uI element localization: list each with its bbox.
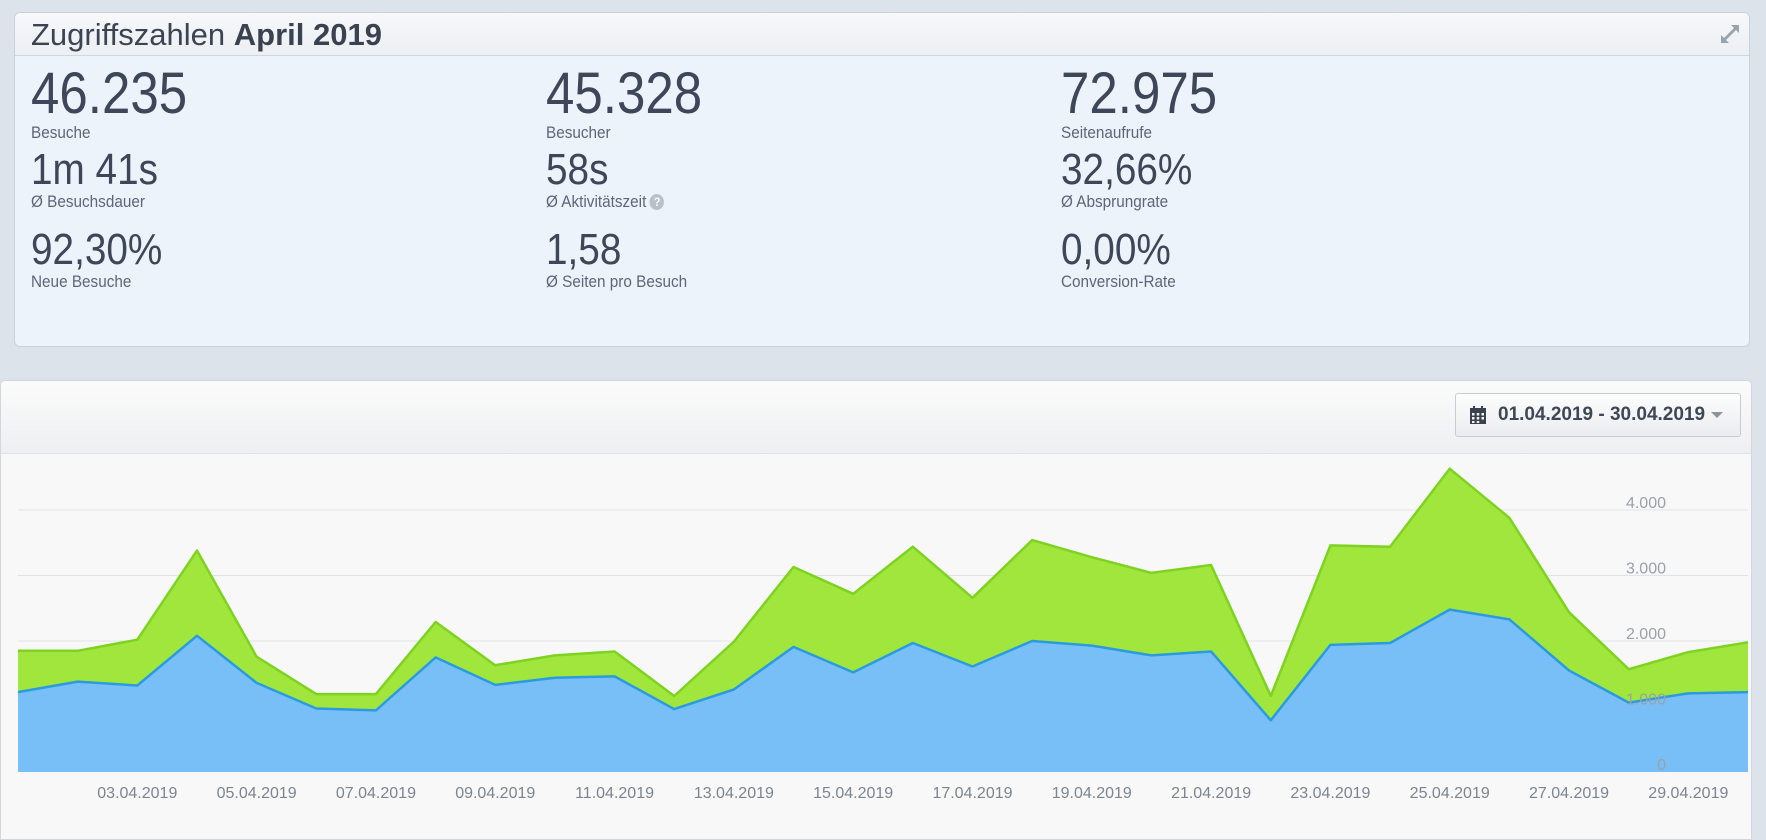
- kpi-pages-per-visit: 1,58 Ø Seiten pro Besuch: [546, 228, 703, 292]
- x-tick-label: 29.04.2019: [1648, 785, 1728, 802]
- y-tick-label: 2.000: [1626, 626, 1666, 643]
- kpi-visits-value: 46.235: [31, 61, 188, 126]
- kpi-visits-label: Besuche: [31, 123, 91, 142]
- summary-panel: Zugriffszahlen April 2019 46.235 Besuche…: [14, 12, 1750, 347]
- x-axis: 03.04.2019 05.04.2019 07.04.2019 09.04.2019…: [97, 785, 1728, 802]
- x-tick-label: 03.04.2019: [97, 785, 177, 802]
- x-tick-label: 05.04.2019: [217, 785, 297, 802]
- x-tick-label: 21.04.2019: [1171, 785, 1251, 802]
- series-1-line: [18, 467, 1749, 698]
- x-tick-label: 15.04.2019: [813, 785, 893, 802]
- y-tick-label: 3.000: [1626, 561, 1666, 578]
- kpi-pages-per-visit-value: 1,58: [546, 225, 622, 274]
- date-range-label: 01.04.2019 - 30.04.2019: [1498, 404, 1706, 425]
- series-2-line: [17, 608, 1749, 722]
- kpi-conversion-rate-value: 0,00%: [1061, 225, 1171, 274]
- kpi-visitors-label: Besucher: [546, 123, 611, 142]
- visits-chart: 0 1.000 2.000 3.000 4.000 03.04.2019 05.04.20…: [17, 467, 1749, 802]
- help-icon[interactable]: ?: [649, 194, 665, 210]
- summary-title: Zugriffszahlen April 2019: [31, 18, 382, 52]
- date-range-button[interactable]: 01.04.2019 - 30.04.2019: [1455, 393, 1741, 437]
- kpi-visit-duration: 1m 41s Ø Besuchsdauer: [31, 148, 175, 212]
- x-tick-label: 23.04.2019: [1290, 785, 1370, 802]
- chart-toolbar: 01.04.2019 - 30.04.2019: [1, 381, 1751, 454]
- x-tick-label: 11.04.2019: [575, 785, 654, 802]
- title-period: April 2019: [233, 17, 382, 52]
- caret-down-icon: [1711, 412, 1724, 418]
- kpi-visitors-value: 45.328: [546, 61, 703, 126]
- kpi-pageviews: 72.975 Seitenaufrufe: [1061, 65, 1238, 143]
- x-tick-label: 07.04.2019: [336, 785, 416, 802]
- series-layer: [17, 467, 1749, 772]
- kpi-conversion-rate-label: Conversion-Rate: [1061, 272, 1176, 291]
- kpi-pages-per-visit-label: Ø Seiten pro Besuch: [546, 272, 688, 291]
- kpi-activity-time-label: Ø Aktivitätszeit: [546, 192, 647, 211]
- x-tick-label: 25.04.2019: [1410, 785, 1490, 802]
- calendar-icon: [1470, 406, 1486, 424]
- x-tick-label: 27.04.2019: [1529, 785, 1609, 802]
- x-tick-label: 19.04.2019: [1052, 785, 1132, 802]
- kpi-bounce-rate-value: 32,66%: [1061, 145, 1193, 194]
- kpi-bounce-rate-label: Ø Absprungrate: [1061, 192, 1169, 211]
- kpi-visit-duration-value: 1m 41s: [31, 145, 158, 194]
- kpi-new-visits: 92,30% Neue Besuche: [31, 228, 180, 292]
- y-tick-label: 1.000: [1626, 692, 1666, 709]
- kpi-activity-time: 58s Ø Aktivitätszeit?: [546, 148, 677, 212]
- y-tick-label: 4.000: [1626, 495, 1666, 512]
- kpi-conversion-rate: 0,00% Conversion-Rate: [1061, 228, 1189, 292]
- x-tick-label: 09.04.2019: [455, 785, 535, 802]
- kpi-visits: 46.235 Besuche: [31, 65, 208, 143]
- x-tick-label: 17.04.2019: [932, 785, 1012, 802]
- title-prefix: Zugriffszahlen: [31, 17, 226, 52]
- kpi-pageviews-label: Seitenaufrufe: [1061, 123, 1153, 142]
- kpi-new-visits-label: Neue Besuche: [31, 272, 132, 291]
- y-tick-label: 0: [1657, 757, 1666, 774]
- summary-header: Zugriffszahlen April 2019: [15, 13, 1749, 56]
- expand-icon[interactable]: [1719, 23, 1741, 45]
- series-2-area: [18, 609, 1748, 772]
- kpi-new-visits-value: 92,30%: [31, 225, 163, 274]
- kpi-visit-duration-label: Ø Besuchsdauer: [31, 192, 145, 211]
- kpi-activity-time-label-row: Ø Aktivitätszeit?: [546, 192, 665, 212]
- kpi-activity-time-value: 58s: [546, 145, 609, 194]
- y-axis: 0 1.000 2.000 3.000 4.000: [1626, 495, 1666, 774]
- x-tick-label: 13.04.2019: [694, 785, 774, 802]
- kpi-bounce-rate: 32,66% Ø Absprungrate: [1061, 148, 1210, 212]
- kpi-visitors: 45.328 Besucher: [546, 65, 723, 143]
- kpi-pageviews-value: 72.975: [1061, 61, 1218, 126]
